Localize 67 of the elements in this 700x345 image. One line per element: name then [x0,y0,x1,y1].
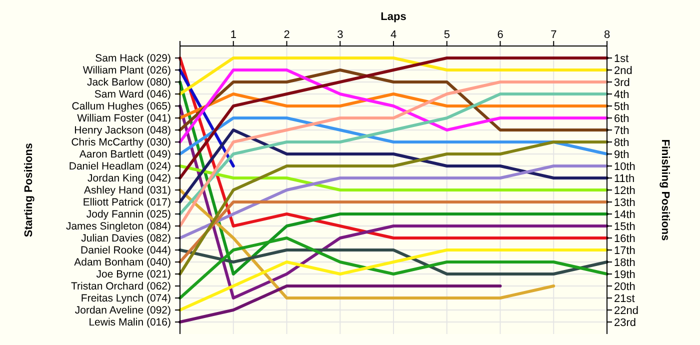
x-axis-title: Laps [380,11,406,23]
y2-tick-label: 10th [614,160,636,173]
y2-tick-label: 23rd [614,316,636,329]
y2-tick-label: 15th [614,220,636,233]
y2-tick-label: 3rd [614,76,630,89]
x-tick-label: 5 [444,29,450,41]
y2-tick-label: 5th [614,100,630,113]
y2-tick-label: 16th [614,232,636,245]
series-label: James Singleton (084) [66,220,171,233]
line-series [178,248,608,312]
line-series [178,80,608,228]
series-label: Adam Bonham (040) [74,256,171,269]
text: Tristan Orchard (062) [71,280,171,293]
series-label: Jody Fannin (025) [86,208,171,221]
x-tick-label: 4 [390,29,397,41]
x-tick-label: 1 [230,29,236,41]
series-label: Lewis Malin (016) [88,316,171,329]
series-label: Sam Hack (029) [95,52,171,65]
y2-tick-label: 21st [614,292,635,305]
y2-tick-label: 4th [614,88,630,101]
x-tick-label: 7 [550,29,557,41]
y2-tick-label: 18th [614,256,636,269]
series-label: Freitas Lynch (074) [80,292,171,305]
y2-tick-label: 7th [614,124,630,137]
y2-tick-label: 22nd [614,304,638,317]
series-label: Ashley Hand (031) [84,184,171,197]
y2-tick-label: 6th [614,112,630,125]
y2-tick-label: 14th [614,208,636,221]
line-series [178,116,608,156]
series-label: Jordan Aveline (092) [74,304,171,317]
y2-tick-label: 20th [614,280,636,293]
series-label: Julian Davies (082) [81,232,171,245]
y2-tick-label: 19th [614,268,636,281]
series-label: Daniel Headlam (024) [68,160,171,173]
series-label: William Foster (041) [77,112,171,125]
series-label: Henry Jackson (048) [74,124,171,137]
y2-tick-label: 1st [614,52,629,65]
y2-tick-label: 17th [614,244,636,257]
series-label: Aaron Bartlett (049) [79,148,171,161]
x-tick-label: 2 [284,29,290,41]
line-series [178,56,608,180]
series-label: Jordan King (042) [88,172,171,185]
series-label: Joe Byrne (021) [96,268,171,281]
line-series [178,92,608,216]
line-series [178,188,556,300]
x-tick-label: 3 [337,29,344,41]
series-label: Callum Hughes (065) [72,100,171,113]
line-series [178,128,608,204]
y2-tick-label: 13th [614,196,636,209]
y2-tick-label: 11th [614,172,635,185]
series-label: Elliott Patrick (017) [82,196,171,209]
text: Starting Positions [23,142,35,238]
series-label: Daniel Rooke (044) [80,244,171,257]
y2-tick-label: 12th [614,184,636,197]
series-label: Jack Barlow (080) [86,76,171,89]
line-series [178,164,608,240]
x-tick-label: 8 [604,29,610,41]
x-tick-label: 6 [497,29,504,41]
series-label: Sam Ward (046) [94,88,171,101]
y2-axis-title: Finishing Positions [659,139,671,241]
y2-tick-label: 8th [614,136,630,149]
line-series [178,68,608,144]
line-series [178,140,608,276]
y2-tick-label: 2nd [614,64,632,77]
series-label: Chris McCarthy (030) [71,136,171,149]
y2-tick-label: 9th [614,148,630,161]
series-label: William Plant (026) [82,64,171,77]
